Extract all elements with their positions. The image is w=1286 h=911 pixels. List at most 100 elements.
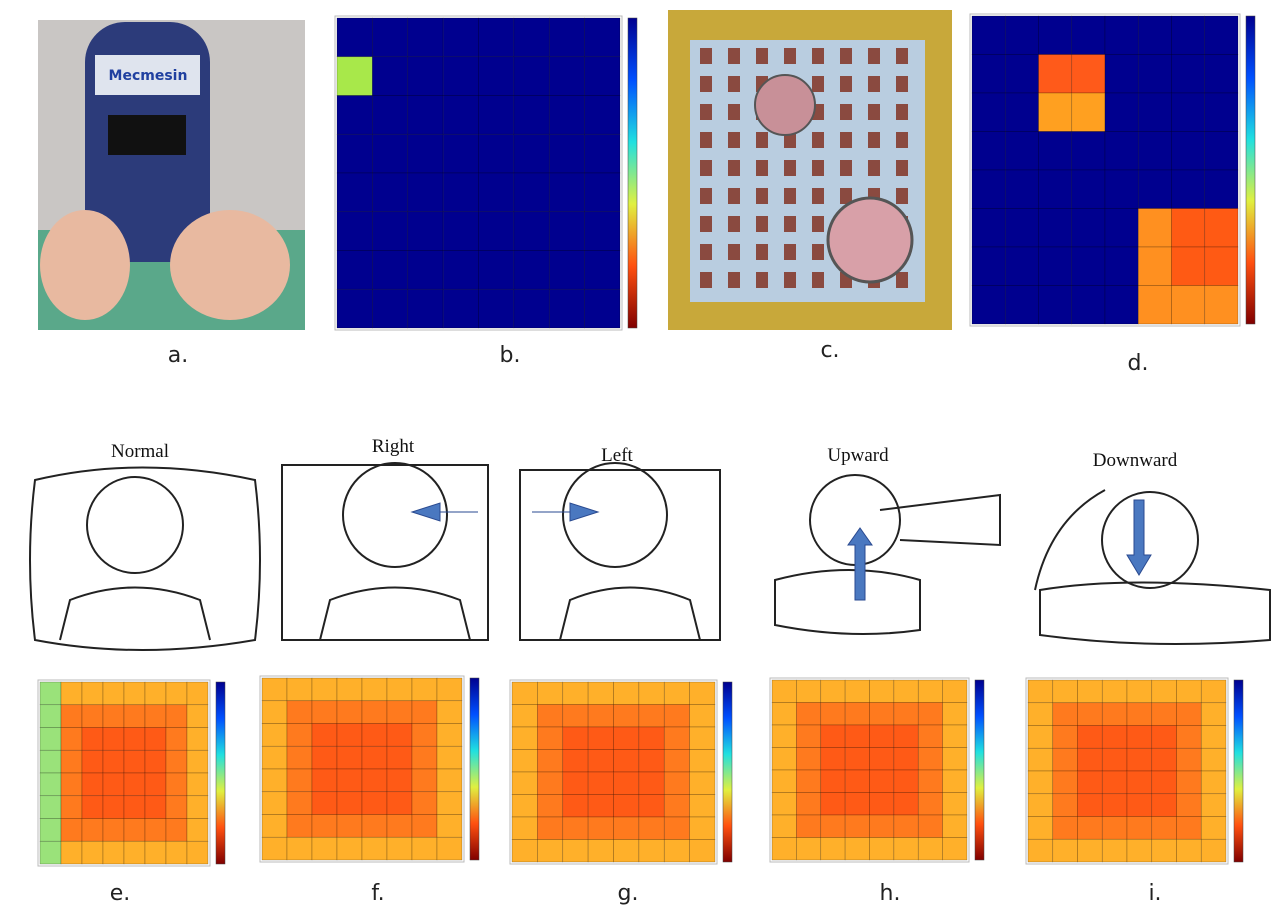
heatmap-cell — [663, 704, 690, 728]
heatmap-cell — [336, 723, 363, 747]
heatmap-cell — [81, 772, 104, 797]
heatmap-cell — [1101, 702, 1128, 726]
heatmap-cell — [971, 131, 1006, 171]
heatmap-cell — [286, 745, 313, 770]
heatmap-pose — [769, 677, 985, 863]
heatmap-cell — [311, 791, 338, 815]
svg-text:Mecmesin: Mecmesin — [109, 68, 188, 84]
sensor-pad — [784, 132, 796, 148]
heatmap-cell — [81, 749, 104, 774]
heatmap-cell — [165, 795, 188, 819]
heatmap-cell — [1027, 838, 1054, 863]
sensor-pad — [868, 76, 880, 92]
heatmap-cell — [1204, 92, 1239, 132]
heatmap-cell — [336, 700, 363, 724]
heatmap-cell — [1004, 169, 1039, 209]
heatmap-cell — [411, 791, 438, 815]
heatmap-cell — [311, 836, 338, 861]
heatmap-cell — [1104, 131, 1139, 171]
heatmap-cell — [1101, 793, 1128, 817]
heatmap-cell — [584, 288, 621, 329]
heatmap-cell — [411, 768, 438, 793]
heatmap-cell — [548, 95, 585, 135]
heatmap-cell — [60, 818, 83, 842]
heatmap-cell — [411, 723, 438, 747]
panel-label: a. — [168, 343, 188, 368]
heatmap-cell — [1176, 838, 1202, 863]
heatmap-cell — [1101, 747, 1128, 772]
heatmap-cell — [1151, 702, 1177, 726]
panel-label: g. — [618, 881, 639, 906]
heatmap-cell — [942, 747, 968, 771]
heatmap-cell — [478, 56, 515, 96]
heatmap-cell — [1071, 131, 1106, 171]
sensor-pad — [784, 188, 796, 204]
heatmap-cell — [81, 818, 104, 842]
sensor-pad — [840, 160, 852, 176]
heatmap-cell — [261, 768, 288, 793]
heatmap-cell — [1104, 169, 1139, 209]
heatmap-cell — [513, 172, 550, 213]
heatmap-cell — [165, 727, 188, 751]
heatmap-cell — [893, 724, 919, 748]
sensor-pad — [756, 188, 768, 204]
heatmap-cell — [1071, 92, 1106, 132]
heatmap-cell — [60, 704, 83, 728]
heatmap-cell — [584, 56, 621, 96]
heatmap-cell — [1137, 169, 1172, 209]
heatmap-cell — [971, 285, 1006, 325]
heatmap-cell — [537, 749, 564, 773]
sensor-pad — [700, 188, 712, 204]
heatmap-cell — [1027, 725, 1054, 749]
heatmap-cell — [1137, 131, 1172, 171]
heatmap-cell — [1077, 770, 1103, 795]
heatmap-cell — [144, 727, 167, 751]
heatmap-cell — [1200, 816, 1227, 840]
heatmap-cell — [638, 771, 665, 795]
heatmap-cell — [537, 726, 564, 750]
heatmap-cell — [820, 702, 846, 726]
heatmap-cell — [39, 772, 62, 797]
heatmap-cell — [123, 727, 146, 751]
heatmap-cell — [562, 726, 589, 750]
heatmap-cell — [361, 677, 388, 702]
panel-label: c. — [820, 338, 839, 363]
sensor-pad — [756, 160, 768, 176]
heatmap-cell — [1171, 285, 1206, 325]
heatmap-cell — [1077, 679, 1103, 704]
sensor-pad — [868, 48, 880, 64]
heatmap-cell — [820, 724, 846, 748]
heatmap-cell — [513, 56, 550, 96]
heatmap-cell — [386, 836, 413, 861]
heatmap-cell — [1027, 770, 1054, 795]
heatmap-cell — [1126, 816, 1153, 840]
heatmap-cell — [478, 17, 515, 58]
heatmap-cell — [1038, 131, 1073, 171]
heatmap-cell — [771, 792, 797, 816]
heatmap-cell — [407, 17, 444, 58]
heatmap-cell — [1052, 793, 1078, 817]
heatmap-cell — [1038, 285, 1073, 325]
heatmap-cell — [407, 133, 444, 174]
heatmap-cell — [1176, 725, 1202, 749]
sensor-pad — [896, 272, 908, 288]
heatmap-cell — [548, 172, 585, 213]
heatmap-cell — [1077, 816, 1103, 840]
sensor-pad — [896, 76, 908, 92]
heatmap-cell — [820, 769, 846, 793]
heatmap-cell — [942, 837, 968, 861]
heatmap-cell — [1071, 285, 1106, 325]
heatmap-cell — [261, 791, 288, 815]
heatmap-cell — [286, 791, 313, 815]
heatmap-cell — [1038, 15, 1073, 55]
heatmap-cell — [893, 702, 919, 726]
heatmap-cell — [1052, 770, 1078, 795]
heatmap-cell — [60, 840, 83, 865]
heatmap-cell — [513, 133, 550, 174]
heatmap-cell — [869, 702, 895, 726]
heatmap-cell — [1004, 208, 1039, 248]
sensor-pad — [728, 216, 740, 232]
heatmap-cell — [123, 704, 146, 728]
heatmap-cell — [144, 681, 167, 706]
heatmap-cell — [1176, 747, 1202, 772]
